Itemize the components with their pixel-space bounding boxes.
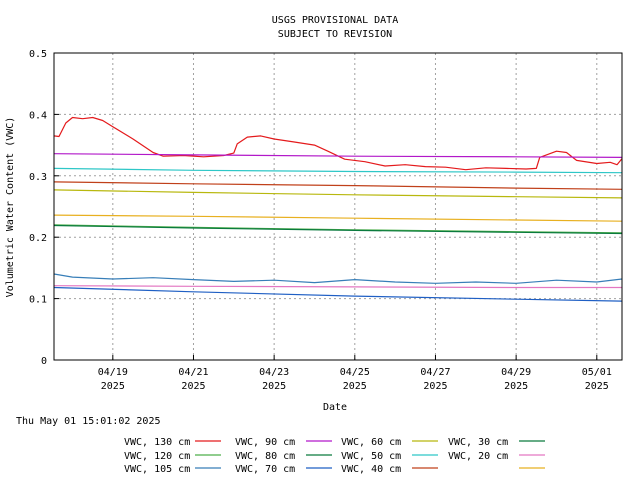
x-tick-label-year: 2025 (181, 381, 205, 392)
series-line (53, 116, 623, 171)
x-tick-label: 04/25 (340, 367, 370, 378)
legend-label: VWC, 30 cm (448, 437, 508, 448)
x-tick-label: 05/01 (582, 367, 612, 378)
legend-label: VWC, 50 cm (341, 451, 401, 462)
series-line (53, 285, 622, 289)
legend-label: VWC, 120 cm (124, 451, 190, 462)
y-tick-label: 0.4 (29, 110, 47, 121)
x-axis: 04/19 2025 04/21 2025 04/23 2025 04/25 2025 04/2… (98, 355, 612, 392)
legend-label: VWC, 40 cm (341, 464, 401, 475)
series-line (53, 214, 623, 222)
x-tick-label-year: 2025 (101, 381, 125, 392)
y-axis: 0 0.1 0.2 0.3 0.4 0.5 (29, 49, 59, 367)
legend: VWC, 130 cm VWC, 90 cm VWC, 60 cm VWC, 30 c… (124, 437, 545, 475)
series-line (53, 153, 623, 158)
x-tick-label-year: 2025 (262, 381, 286, 392)
plot-area-frame (53, 52, 623, 361)
series-line (53, 286, 623, 302)
x-tick-label-year: 2025 (585, 381, 609, 392)
series-line (53, 224, 623, 234)
y-tick-label: 0.5 (29, 49, 47, 60)
x-tick-label: 04/23 (259, 367, 289, 378)
timestamp: Thu May 01 15:01:02 2025 (16, 416, 161, 427)
legend-label: VWC, 90 cm (235, 437, 295, 448)
x-tick-label-year: 2025 (343, 381, 367, 392)
x-tick-label: 04/19 (98, 367, 128, 378)
legend-label: VWC, 80 cm (235, 451, 295, 462)
series-line (53, 181, 623, 190)
legend-label: VWC, 20 cm (448, 451, 508, 462)
legend-label: VWC, 70 cm (235, 464, 295, 475)
x-tick-label: 04/21 (178, 367, 208, 378)
chart-title-line-2: SUBJECT TO REVISION (278, 29, 392, 40)
series-group (53, 116, 623, 302)
y-tick-label: 0 (41, 356, 47, 367)
series-line (53, 167, 623, 174)
x-tick-label: 04/27 (420, 367, 450, 378)
chart-title-line-1: USGS PROVISIONAL DATA (272, 15, 398, 26)
legend-label: VWC, 130 cm (124, 437, 190, 448)
legend-label: VWC, 105 cm (124, 464, 190, 475)
y-axis-label: Volumetric Water Content (VWC) (5, 117, 16, 298)
y-tick-label: 0.1 (29, 295, 47, 306)
y-tick-label: 0.2 (29, 233, 47, 244)
series-line (53, 273, 623, 284)
y-tick-label: 0.3 (29, 172, 47, 183)
x-tick-label-year: 2025 (504, 381, 528, 392)
series-line (53, 224, 623, 235)
legend-label: VWC, 60 cm (341, 437, 401, 448)
grid (54, 53, 622, 360)
x-tick-label: 04/29 (501, 367, 531, 378)
x-tick-label-year: 2025 (423, 381, 447, 392)
x-axis-label: Date (323, 402, 347, 413)
series-line (53, 189, 623, 199)
